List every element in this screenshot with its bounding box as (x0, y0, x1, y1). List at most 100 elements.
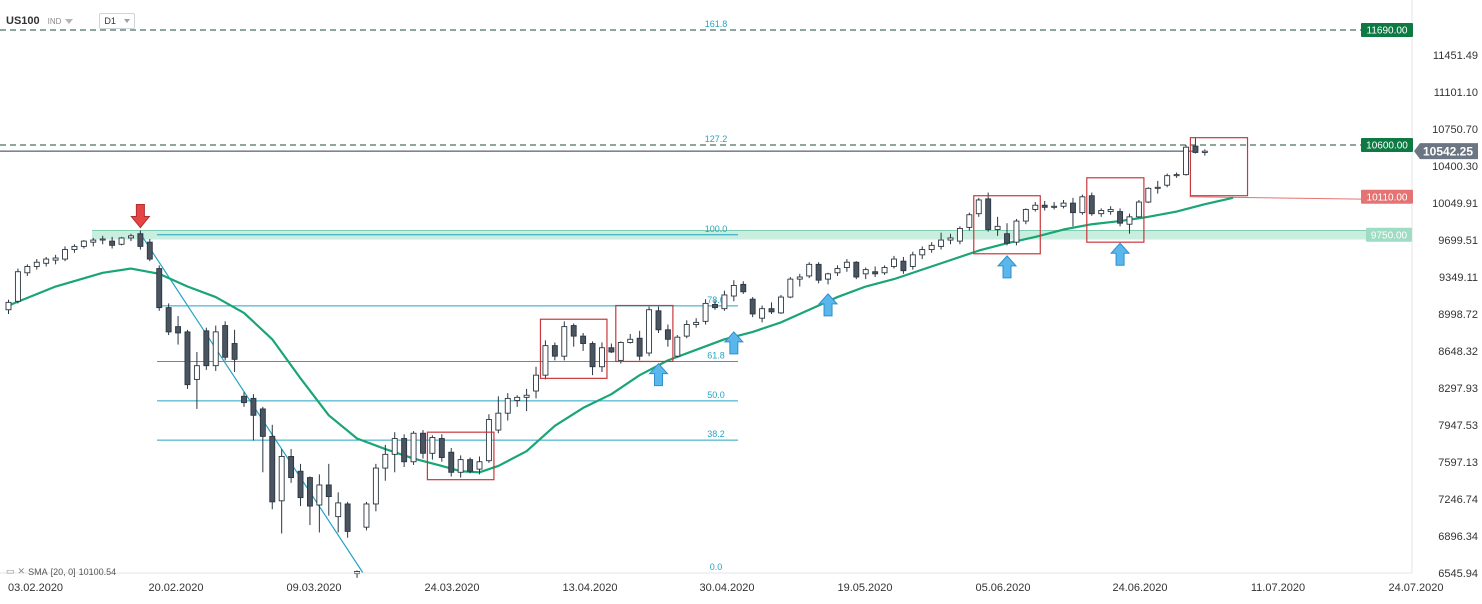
fib-label-161.8: 161.8 (705, 19, 728, 29)
y-tick-label: 10750.70 (1432, 124, 1478, 136)
indicator-legend: ▭ ✕ SMA [20, 0] 10100.54 (6, 566, 116, 577)
symbol-dropdown-icon[interactable] (65, 18, 74, 24)
symbol-name[interactable]: US100 (6, 15, 40, 27)
y-tick-label: 11101.10 (1434, 87, 1478, 99)
y-tick-label: 7246.74 (1438, 494, 1478, 506)
candle (975, 199, 982, 215)
candle (994, 225, 1001, 230)
candle (909, 254, 916, 267)
candle (683, 324, 690, 337)
candle (1098, 210, 1105, 215)
candle (523, 394, 530, 398)
arrow-up-icon (648, 362, 669, 387)
candle (702, 302, 709, 322)
x-tick-label: 05.06.2020 (975, 582, 1030, 594)
candle (599, 347, 605, 368)
candle (1060, 202, 1067, 207)
candle (834, 268, 841, 274)
candle (561, 326, 568, 357)
candle (1126, 216, 1133, 225)
candle (749, 298, 756, 315)
candle (372, 467, 379, 505)
candle (938, 239, 945, 247)
candle (768, 308, 775, 313)
level-tag-10600-bg[interactable] (1361, 138, 1413, 153)
candle (485, 419, 492, 462)
level-tag-10600: 10600.00 (1366, 141, 1408, 152)
level-tag-11690-bg[interactable] (1361, 23, 1413, 37)
candle (1117, 211, 1124, 224)
fib-label-127.2: 127.2 (705, 134, 728, 144)
candle (891, 258, 897, 267)
candle (777, 296, 784, 314)
fib-label-100.0: 100.0 (705, 224, 728, 234)
highlight-box[interactable] (1086, 177, 1145, 243)
candle (730, 285, 737, 297)
candle (429, 437, 436, 454)
candle (627, 338, 634, 343)
candle (193, 365, 200, 380)
candle (514, 396, 521, 401)
candle (137, 233, 144, 247)
candle (872, 271, 879, 275)
level-tag-9750: 9750.00 (1371, 230, 1408, 241)
x-tick-label: 30.04.2020 (699, 582, 754, 594)
candle (410, 432, 417, 463)
candle (297, 470, 304, 499)
x-tick-label: 20.02.2020 (148, 582, 203, 594)
y-tick-label: 7597.13 (1438, 457, 1478, 469)
x-tick-label: 03.02.2020 (8, 582, 63, 594)
highlight-box[interactable] (615, 304, 674, 363)
level-tag-10110-bg[interactable] (1361, 189, 1413, 204)
level-tag-9750-bg[interactable] (1366, 227, 1412, 242)
current-price-tag: 10542.25 (1423, 145, 1473, 159)
indicator-settings-icon[interactable]: ▭ (6, 566, 15, 576)
timeframe-select[interactable]: D1 (99, 13, 135, 29)
candle (580, 335, 587, 344)
highlight-box[interactable] (426, 431, 495, 481)
fib-label-61.8: 61.8 (707, 351, 725, 361)
candle (363, 503, 370, 528)
candle (919, 249, 926, 256)
indicator-value: 10100.54 (78, 566, 117, 577)
candle (241, 395, 247, 404)
x-tick-label: 24.03.2020 (424, 582, 479, 594)
candle (533, 374, 539, 392)
candle (288, 456, 295, 479)
candle (250, 397, 257, 416)
candle (476, 461, 483, 470)
candle (259, 408, 266, 437)
support-zone (92, 230, 1412, 240)
candle (420, 432, 426, 454)
candle (1192, 145, 1199, 153)
candle (5, 301, 12, 311)
candle (664, 329, 671, 340)
highlight-box[interactable] (539, 318, 608, 379)
candle (815, 263, 822, 281)
candle (712, 304, 718, 309)
highlight-box[interactable] (973, 195, 1041, 255)
candle (796, 276, 803, 280)
candle (1070, 202, 1076, 214)
y-tick-label: 10049.91 (1432, 198, 1478, 210)
candle (467, 459, 474, 472)
candle (806, 263, 813, 277)
y-tick-label: 6545.94 (1438, 568, 1478, 580)
candle (787, 278, 794, 298)
candle (335, 502, 342, 518)
highlight-box[interactable] (1189, 137, 1249, 197)
toolbar: US100 IND D1 (6, 12, 135, 30)
candle (278, 456, 285, 502)
candle (721, 294, 728, 310)
candle (24, 266, 31, 274)
fib-label-38.2: 38.2 (707, 429, 725, 439)
arrow-up-icon (723, 331, 744, 355)
y-tick-label: 10400.30 (1432, 161, 1478, 173)
fib-label-78.6: 78.6 (707, 295, 725, 305)
candle (617, 342, 624, 361)
candle (344, 503, 351, 532)
y-tick-label: 6896.34 (1438, 531, 1478, 543)
indicator-close-icon[interactable]: ✕ (17, 566, 26, 576)
candle (947, 237, 954, 241)
